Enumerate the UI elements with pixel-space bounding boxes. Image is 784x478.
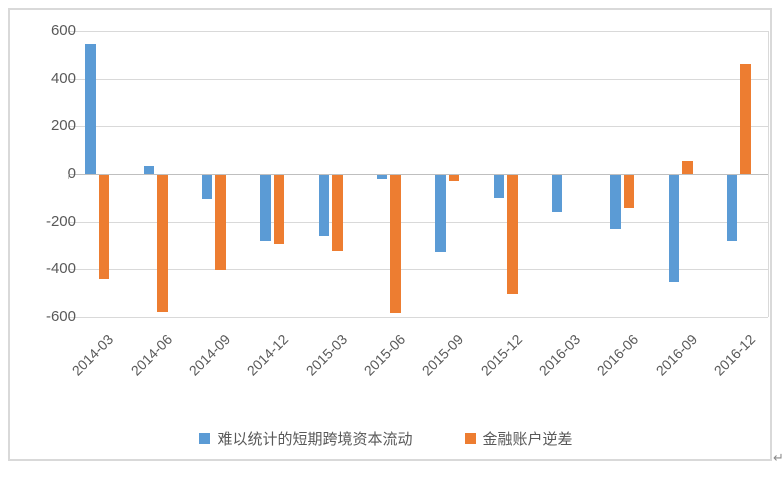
plot-right-border <box>768 31 769 317</box>
bar-orange <box>157 175 168 313</box>
gridline <box>68 78 768 80</box>
bar-blue <box>668 175 679 283</box>
bar-orange <box>448 175 460 181</box>
bar-blue <box>435 175 446 253</box>
gridline <box>68 221 768 223</box>
legend-swatch-orange-icon <box>464 432 476 444</box>
legend-swatch-blue-icon <box>199 432 211 444</box>
y-axis-tick-label: 600 <box>50 22 76 40</box>
y-axis-tick-label: 200 <box>50 117 76 135</box>
zero-axis-line <box>68 174 768 175</box>
legend-label-blue: 难以统计的短期跨境资本流动 <box>217 430 413 448</box>
bar-orange <box>682 160 693 174</box>
bar-blue <box>318 175 329 236</box>
y-axis-tick-label: -400 <box>45 260 76 278</box>
line-break-mark: ↵ <box>773 451 784 466</box>
bar-blue <box>143 165 154 174</box>
bar-orange <box>215 175 226 271</box>
y-axis-tick-label: 0 <box>67 165 76 182</box>
y-axis-tick-label: -600 <box>45 307 76 325</box>
bar-orange <box>390 175 401 314</box>
gridline <box>68 126 768 128</box>
bar-orange <box>273 175 285 245</box>
bar-orange <box>740 64 751 174</box>
bar-blue <box>551 175 563 212</box>
bar-blue <box>493 175 504 198</box>
gridline <box>68 31 768 33</box>
gridline <box>68 316 768 318</box>
bar-blue <box>376 175 388 179</box>
x-axis-tick <box>68 174 69 179</box>
legend-label-orange: 金融账户逆差 <box>482 430 573 448</box>
bar-blue <box>201 175 213 199</box>
bar-orange <box>332 175 343 252</box>
bar-orange <box>98 175 110 279</box>
bar-blue <box>610 175 621 229</box>
legend: 难以统计的短期跨境资本流动 金融账户逆差 <box>8 427 764 449</box>
bar-blue <box>726 175 738 241</box>
legend-item-orange: 金融账户逆差 <box>464 428 573 449</box>
y-axis-tick-label: 400 <box>50 69 76 87</box>
gridline <box>68 269 768 271</box>
bar-orange <box>507 175 518 295</box>
bar-blue <box>85 44 96 174</box>
y-axis-tick-label: -200 <box>45 212 76 230</box>
bar-blue <box>260 175 271 241</box>
bar-orange <box>623 175 635 209</box>
legend-item-blue: 难以统计的短期跨境资本流动 <box>199 428 413 449</box>
chart-frame[interactable]: 600 400 200 0 -200 -400 -600 2014-03 2014-06 2014… <box>8 8 772 461</box>
